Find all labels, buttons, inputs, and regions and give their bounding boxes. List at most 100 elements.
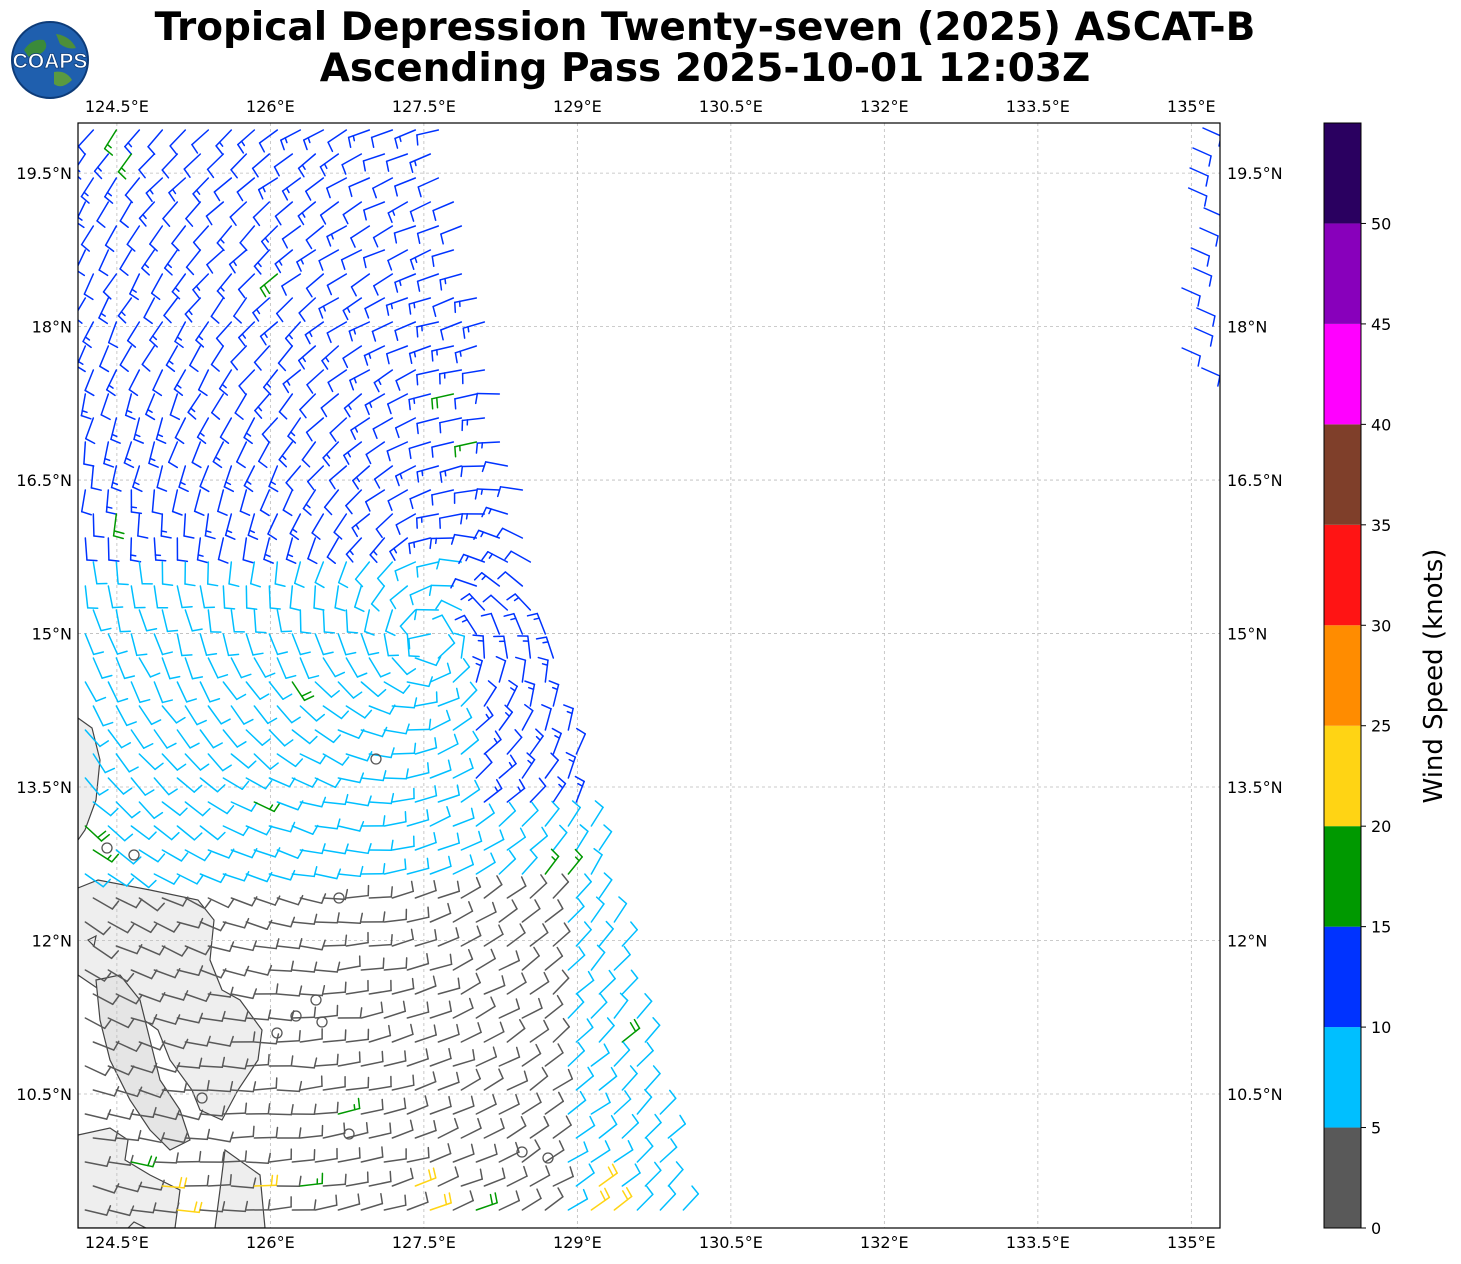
- wind-barb: [276, 657, 297, 679]
- wind-barb: [342, 297, 363, 321]
- wind-barb: [383, 633, 400, 657]
- wind-barb: [230, 1125, 255, 1139]
- wind-barb: [452, 949, 474, 971]
- wind-barb: [199, 465, 210, 493]
- wind-barb: [1193, 327, 1214, 347]
- wind-barb: [340, 249, 363, 271]
- wind-barb: [440, 225, 463, 245]
- wind-barb: [268, 633, 289, 656]
- wind-barb: [363, 609, 375, 636]
- wind-barb: [236, 441, 248, 469]
- wind-barb: [153, 1152, 179, 1164]
- lon-tick-label-bottom: 126°E: [246, 1233, 295, 1252]
- wind-barb: [590, 847, 603, 875]
- samar-island: [95, 974, 191, 1151]
- wind-barb: [383, 908, 408, 923]
- wind-barb: [222, 1058, 249, 1070]
- wind-barb: [245, 1103, 271, 1115]
- wind-barb: [130, 633, 148, 657]
- wind-barb: [575, 824, 589, 851]
- wind-barb: [191, 129, 210, 154]
- wind-barb: [437, 1023, 460, 1043]
- wind-barb: [149, 321, 164, 348]
- wind-barb: [117, 297, 133, 324]
- wind-barb: [138, 897, 165, 912]
- wind-barb: [322, 609, 336, 634]
- wind-barb: [432, 297, 455, 318]
- wind-barb: [268, 729, 294, 747]
- wind-barb: [207, 753, 232, 772]
- wind-barb: [636, 1185, 654, 1211]
- wind-barb: [238, 369, 256, 395]
- wind-barb: [613, 1140, 634, 1163]
- wind-barb: [115, 801, 141, 819]
- wind-barb: [161, 945, 189, 957]
- map-title-line-2: Ascending Pass 2025-10-01 12:03Z: [319, 46, 1091, 91]
- wind-barb: [429, 902, 452, 923]
- wind-barb: [575, 1018, 594, 1043]
- wind-barb: [414, 832, 437, 851]
- wind-barb: [107, 1154, 134, 1166]
- wind-barb: [161, 153, 179, 179]
- wind-barb: [437, 977, 461, 995]
- wind-barb: [305, 417, 325, 442]
- wind-barb: [176, 917, 204, 929]
- wind-barb: [590, 993, 608, 1019]
- wind-barb: [409, 585, 432, 606]
- wind-barb: [394, 417, 417, 439]
- wind-barb: [254, 393, 271, 419]
- wind-barb: [613, 945, 631, 971]
- wind-barb: [414, 1119, 437, 1139]
- wind-barb: [506, 1165, 528, 1187]
- wind-barb: [183, 513, 195, 539]
- wind-barb: [224, 513, 236, 540]
- wind-barb: [171, 273, 187, 300]
- wind-barb: [575, 1163, 595, 1187]
- wind-barb: [416, 465, 440, 483]
- wind-barb: [215, 321, 233, 347]
- wind-barb: [590, 1043, 610, 1067]
- wind-barb: [298, 345, 317, 370]
- wind-barb: [110, 417, 121, 444]
- wind-barb: [368, 747, 395, 759]
- wind-barb: [460, 972, 481, 995]
- wind-barb: [460, 1068, 481, 1091]
- wind-barb: [169, 129, 187, 155]
- wind-barb: [306, 369, 325, 394]
- wind-barb: [213, 177, 233, 202]
- wind-barb: [621, 1163, 641, 1187]
- colorbar: 0 5 10 15 20 25 30 35 40 45 50: [1323, 122, 1391, 1238]
- wind-barb: [199, 777, 226, 793]
- wind-barb: [383, 1097, 407, 1115]
- wind-barb: [150, 273, 164, 301]
- wind-barb: [84, 825, 110, 842]
- wind-barb: [337, 955, 361, 971]
- wind-barb: [107, 873, 135, 887]
- wind-barb: [506, 827, 526, 851]
- wind-barb: [115, 1086, 143, 1098]
- wind-barb: [268, 585, 281, 610]
- wind-barb: [667, 1114, 687, 1139]
- wind-barb: [115, 657, 136, 680]
- wind-barb: [506, 1116, 527, 1139]
- wind-barb: [138, 753, 164, 771]
- wind-barb: [207, 1174, 232, 1187]
- wind-barb: [475, 1046, 498, 1067]
- wind-barb: [483, 680, 497, 707]
- wind-barb: [383, 1194, 407, 1211]
- wind-barb: [274, 201, 294, 226]
- siargao-island: [214, 1148, 266, 1228]
- wind-barb: [460, 779, 481, 803]
- wind-barb: [230, 801, 258, 812]
- wind-barb: [199, 681, 221, 703]
- wind-barb: [431, 249, 455, 267]
- wind-barb: [107, 537, 120, 562]
- wind-barb: [406, 952, 430, 971]
- wind-barb: [176, 777, 203, 793]
- map-title-line-1: Tropical Depression Twenty-seven (2025) …: [154, 5, 1256, 50]
- wind-barb: [237, 129, 256, 154]
- wind-barb: [360, 633, 380, 656]
- wind-barb: [138, 657, 161, 678]
- wind-barb: [245, 825, 273, 836]
- lon-tick-label-bottom: 135°E: [1167, 1233, 1216, 1252]
